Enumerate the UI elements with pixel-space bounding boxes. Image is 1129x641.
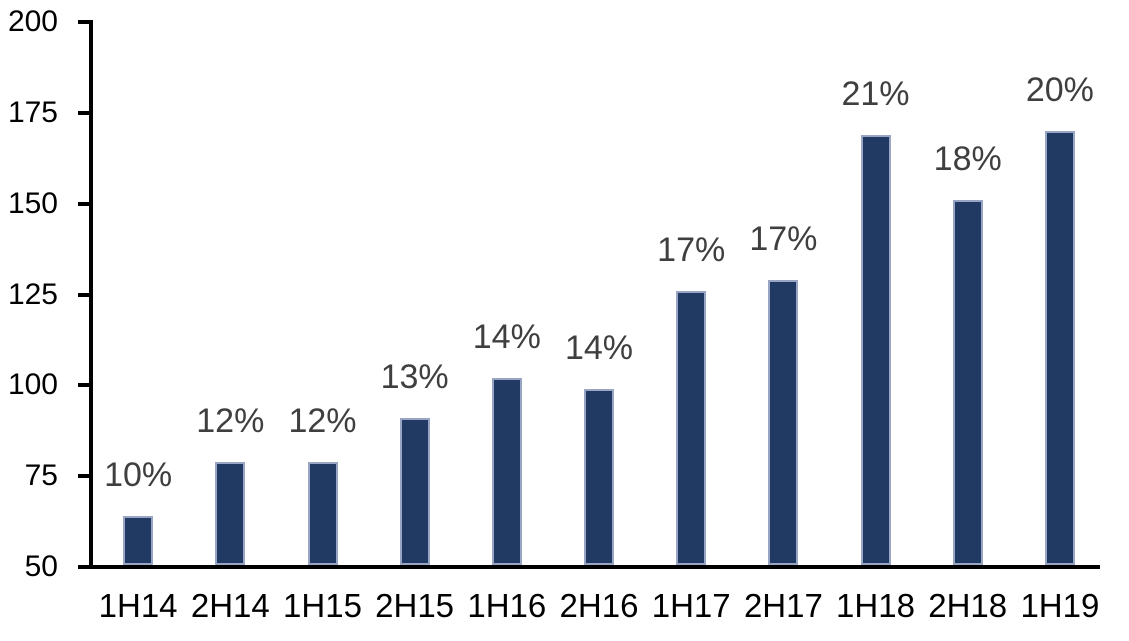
y-axis-tick-label: 50 — [24, 550, 58, 583]
y-axis-tick-mark — [78, 292, 93, 297]
bar-value-label-2H14: 12% — [196, 401, 265, 440]
y-axis-line — [89, 20, 93, 569]
bar-value-label-2H18: 18% — [933, 140, 1002, 178]
bar-value-label-2H15: 13% — [380, 358, 449, 396]
bar-1H18 — [860, 134, 891, 565]
bar-1H15 — [307, 461, 338, 565]
y-axis-tick-mark — [78, 20, 93, 24]
y-axis-tick-label: 125 — [7, 277, 58, 311]
x-axis-label-2H16: 2H16 — [559, 587, 639, 624]
y-axis-tick-label: 100 — [7, 368, 58, 402]
y-axis-tick-label: 175 — [7, 95, 58, 129]
bar-value-label-2H17: 17% — [749, 220, 818, 258]
bar-2H15 — [399, 418, 430, 565]
x-axis-label-1H14: 1H14 — [98, 587, 178, 624]
y-axis-tick-mark — [78, 201, 93, 206]
x-axis-label-1H15: 1H15 — [283, 587, 362, 624]
bar-value-label-1H16: 14% — [472, 318, 541, 357]
bar-value-label-1H15: 12% — [288, 401, 357, 440]
x-axis-label-1H16: 1H16 — [467, 587, 547, 624]
y-axis-tick-mark — [78, 110, 93, 115]
bar-value-label-1H18: 21% — [841, 74, 910, 113]
bar-value-label-1H19: 20% — [1025, 71, 1094, 109]
bar-value-label-2H16: 14% — [564, 329, 634, 367]
x-axis-label-2H15: 2H15 — [375, 587, 455, 624]
y-axis-tick-mark — [78, 474, 93, 479]
x-axis-label-1H17: 1H17 — [651, 587, 731, 624]
bar-2H14 — [215, 461, 246, 565]
y-axis-tick-mark — [78, 383, 93, 388]
bar-1H19 — [1044, 131, 1075, 565]
y-axis-tick-label: 200 — [7, 5, 58, 38]
bar-1H17 — [676, 290, 707, 565]
y-axis-tick-label: 150 — [7, 186, 58, 220]
bar-value-label-1H14: 10% — [104, 456, 173, 495]
x-axis-label-2H14: 2H14 — [190, 587, 270, 624]
bar-2H18 — [952, 200, 983, 565]
x-axis-line — [78, 565, 1100, 569]
x-axis-label-1H19: 1H19 — [1020, 587, 1100, 624]
bar-1H16 — [491, 378, 522, 565]
bar-2H16 — [584, 389, 614, 565]
y-axis-tick-label: 75 — [24, 459, 58, 493]
bar-2H17 — [768, 280, 799, 565]
x-axis-label-2H17: 2H17 — [743, 587, 823, 624]
x-axis-label-2H18: 2H18 — [928, 587, 1008, 624]
bar-1H14 — [123, 516, 154, 565]
x-axis-label-1H18: 1H18 — [836, 587, 915, 624]
bar-value-label-1H17: 17% — [657, 230, 726, 269]
